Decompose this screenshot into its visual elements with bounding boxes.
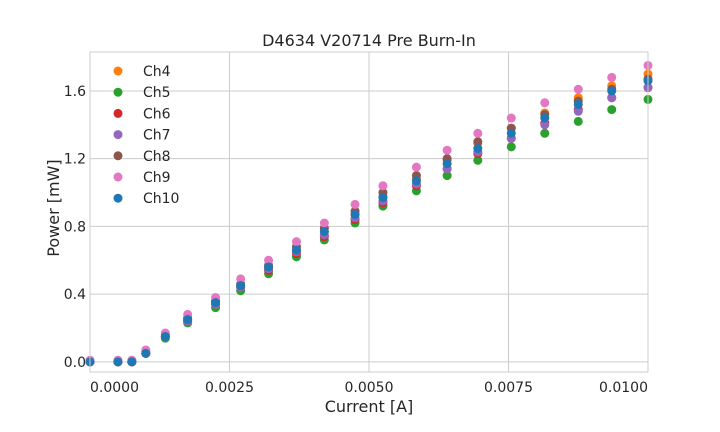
data-point (573, 106, 583, 116)
data-point (113, 357, 123, 367)
tick-labels: 0.0000 0.0025 0.0050 0.0075 0.0100 0.0 0.4 0.8 1… (64, 84, 648, 396)
data-point (540, 98, 550, 108)
data-point (573, 116, 583, 126)
data-point (506, 113, 516, 123)
legend-label: Ch6 (143, 106, 171, 122)
y-tick-label: 0.8 (64, 219, 86, 235)
legend: Ch4 Ch5 Ch6 Ch7 Ch8 Ch9 Ch10 (113, 64, 179, 207)
data-point (350, 210, 360, 220)
data-point (127, 357, 137, 367)
legend-marker (113, 108, 123, 118)
data-point (607, 105, 617, 115)
data-point (540, 113, 550, 123)
legend-marker (113, 87, 123, 97)
series-ch10 (85, 76, 653, 367)
data-point (378, 193, 388, 203)
chart-title: D4634 V20714 Pre Burn-In (262, 31, 476, 50)
legend-marker (113, 172, 123, 182)
data-point (211, 298, 221, 308)
data-point (540, 128, 550, 138)
y-tick-label: 1.2 (64, 152, 86, 168)
legend-label: Ch10 (143, 191, 179, 207)
x-tick-label: 0.0000 (90, 380, 139, 396)
data-point (473, 155, 483, 165)
plot-frame (89, 51, 649, 373)
data-point (442, 145, 452, 155)
y-tick-label: 1.6 (64, 84, 86, 100)
x-tick-label: 0.0100 (599, 380, 648, 396)
data-point (442, 159, 452, 169)
legend-marker (113, 66, 123, 76)
data-point (573, 99, 583, 109)
data-point (473, 144, 483, 154)
data-point (378, 181, 388, 191)
x-tick-label: 0.0025 (205, 380, 254, 396)
data-point (607, 72, 617, 82)
data-point (540, 120, 550, 130)
legend-label: Ch7 (143, 128, 171, 144)
data-point (350, 199, 360, 209)
y-tick-label: 0.4 (64, 287, 86, 303)
legend-label: Ch8 (143, 149, 171, 165)
data-point (411, 176, 421, 186)
series-ch9 (85, 61, 653, 365)
legend-label: Ch4 (143, 64, 171, 80)
data-point (291, 237, 301, 247)
legend-label: Ch5 (143, 85, 171, 101)
legend-marker (113, 151, 123, 161)
data-point (236, 274, 246, 284)
data-point (264, 255, 274, 265)
x-axis-label: Current [A] (325, 397, 414, 416)
y-axis-label: Power [mW] (44, 159, 63, 256)
data-point (264, 262, 274, 272)
data-point (411, 162, 421, 172)
data-point (607, 86, 617, 96)
data-point (607, 93, 617, 103)
data-point (506, 142, 516, 152)
data-point (141, 348, 151, 358)
data-point (442, 171, 452, 181)
legend-marker (113, 130, 123, 140)
legend-label: Ch9 (143, 170, 171, 186)
legend-marker (113, 193, 123, 203)
data-point (473, 137, 483, 147)
x-tick-label: 0.0075 (484, 380, 533, 396)
data-point (319, 218, 329, 228)
y-tick-label: 0.0 (64, 355, 86, 371)
data-point (573, 84, 583, 94)
data-point (319, 226, 329, 236)
x-tick-label: 0.0050 (345, 380, 394, 396)
data-point (160, 331, 170, 341)
data-point (506, 128, 516, 138)
data-point (236, 281, 246, 291)
data-point (473, 128, 483, 138)
data-point (291, 245, 301, 255)
data-point (183, 315, 193, 325)
